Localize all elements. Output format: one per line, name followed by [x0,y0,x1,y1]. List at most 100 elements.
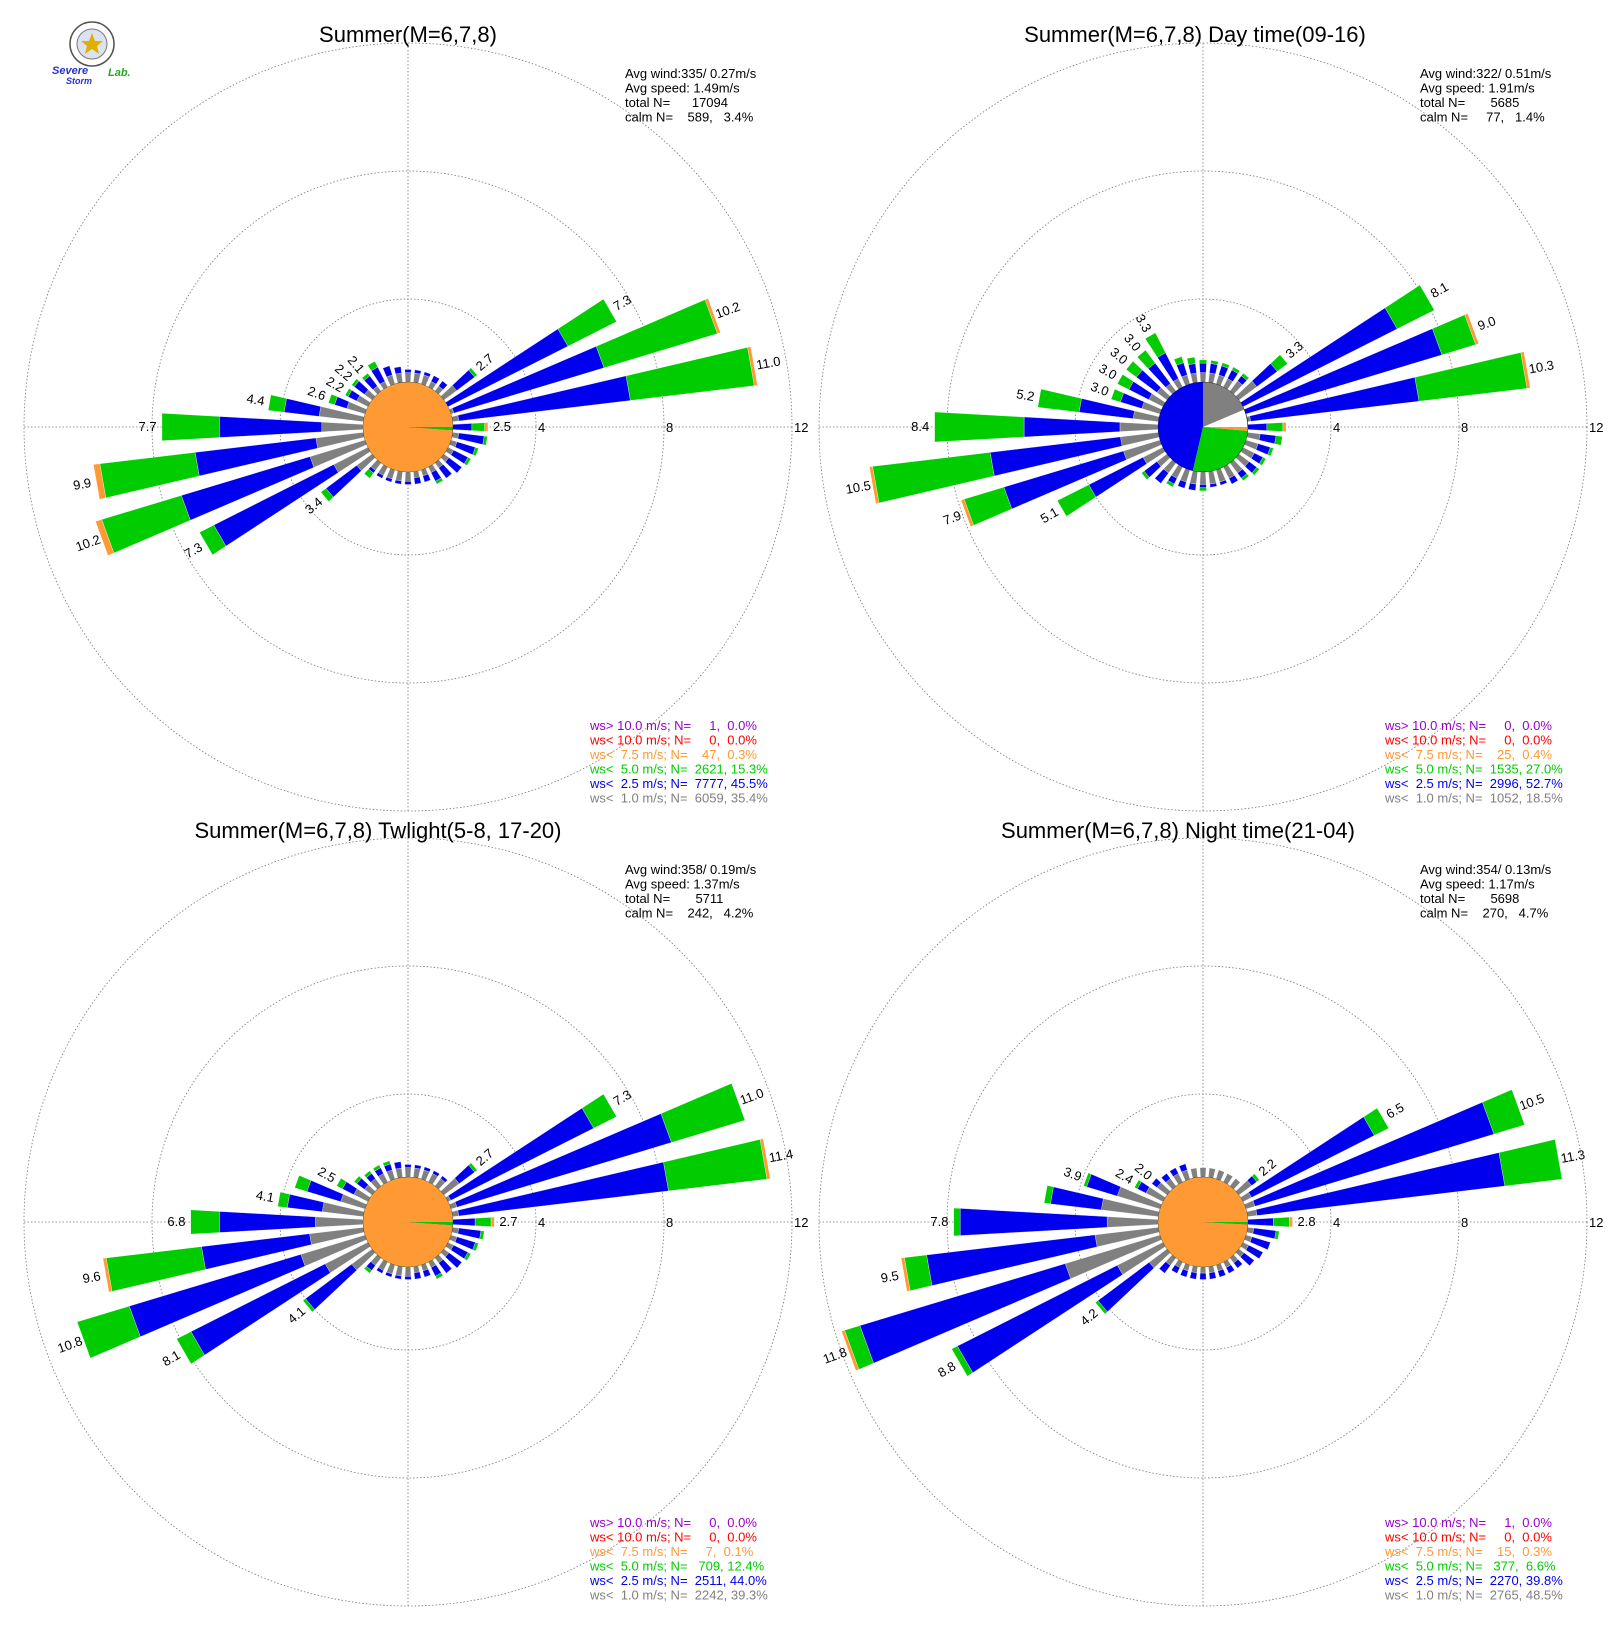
sector-segment-ws_lt25 [1225,1264,1235,1274]
legend-entry-ws_lt25: ws< 2.5 m/s; N= 7777, 45.5% [589,776,768,791]
sector-label: 2.7 [499,1214,517,1229]
sector-label: 2.7 [473,1146,496,1169]
sector-segment-ws_lt5 [953,1207,961,1237]
legend-entry-ws_lt25: ws< 2.5 m/s; N= 2270, 39.8% [1384,1573,1563,1588]
sector-segment-ws_lt5 [1141,470,1150,480]
sector-segment-ws_lt75 [960,498,974,527]
sector-segment-ws_lt25 [1219,479,1228,486]
legend-entry-ws_lt1: ws< 1.0 m/s; N= 6059, 35.4% [589,791,768,806]
sector-segment-ws_lt25 [445,1252,463,1269]
sector-segment-ws_lt5 [1251,467,1260,476]
sector-label: 11.0 [755,353,782,372]
legend-entry-ws_lt75: ws< 7.5 m/s; N= 25, 0.4% [1384,747,1552,762]
sector-segment-ws_lt5 [1165,480,1175,488]
ring-label: 8 [1461,420,1468,435]
sector-segment-ws_lt25 [1161,1173,1171,1183]
sector-label: 9.6 [81,1268,101,1286]
sector-segment-ws_lt5 [1057,484,1097,517]
sector-label: 2.0 [1132,1160,1155,1183]
panels: 4 8 122.511.010.27.32.72.12.22.22.64.47.79… [23,22,1603,1607]
center-pie-slice-ws_lt75 [1203,427,1248,431]
sector-segment-ws_lt25 [404,1164,412,1168]
sector-segment-ws_lt25 [1180,1268,1189,1278]
sector-label: 6.5 [1383,1100,1406,1122]
sector-segment-ws_lt5 [435,1272,444,1280]
sector-segment-ws_lt25 [1178,1163,1188,1173]
legend-entry-ws_lt75: ws< 7.5 m/s; N= 47, 0.3% [589,747,757,762]
sector-segment-ws_lt5 [336,1177,347,1190]
sector-label: 7.8 [930,1214,948,1229]
stats-calm: calm N= 270, 4.7% [1420,906,1549,921]
legend-entry-ws_lt5: ws< 5.0 m/s; N= 377, 6.6% [1384,1559,1556,1574]
sector-segment-ws_lt25 [1050,1186,1104,1211]
sector-segment-ws_lt25 [438,380,448,390]
ring-label: 8 [666,420,673,435]
ring-label: 4 [538,420,545,435]
sector-segment-ws_lt25 [219,416,322,438]
sector-segment-ws_lt5 [199,524,227,556]
sector-segment-ws_lt25 [283,398,321,417]
sector-label: 9.9 [72,475,92,493]
sector-segment-ws_lt25 [1252,1227,1277,1239]
sector-segment-ws_lt5 [294,1175,312,1192]
wind-rose-panel: 4 8 122.511.010.27.32.72.12.22.22.64.47.79… [23,22,808,812]
logo-text-severe: Severe [52,65,88,77]
ring-label: 12 [794,1215,808,1230]
sector-segment-ws_lt5 [363,1266,372,1274]
sector-segment-ws_lt25 [287,1194,325,1212]
sector-segment-ws_lt5 [1241,473,1250,482]
stats-avg-wind: Avg wind:358/ 0.19m/s [625,862,757,877]
stats-total: total N= 5711 [625,891,723,906]
legend-entry-ws_lt25: ws< 2.5 m/s; N= 2996, 52.7% [1384,776,1563,791]
sector-label: 10.8 [55,1333,84,1356]
sector-segment-ws_lt25 [1154,468,1169,484]
sector-segment-ws_lt75 [490,1217,495,1227]
sector-segment-ws_lt5 [951,1345,973,1377]
legend-entry-ws_gt10: ws> 10.0 m/s; N= 0, 0.0% [1384,718,1552,733]
sector-label: 6.8 [167,1214,185,1229]
sector-label: 10.5 [844,478,872,497]
sector-label: 4.1 [255,1187,275,1205]
sector-segment-ws_lt25 [449,1218,476,1226]
sector-segment-ws_lt25 [385,476,393,483]
sector-label: 7.7 [139,419,157,434]
sector-segment-ws_lt25 [1209,363,1218,375]
ring-label: 8 [666,1215,673,1230]
sector-segment-ws_lt5 [468,1162,478,1173]
sector-label: 3.4 [302,494,325,517]
sector-label: 10.2 [713,299,742,322]
legend-entry-ws_lt25: ws< 2.5 m/s; N= 2511, 44.0% [589,1573,767,1588]
sector-segment-ws_lt25 [1258,433,1277,444]
stats-avg-speed: Avg speed: 1.49m/s [625,81,740,96]
sector-segment-ws_lt5 [1251,1173,1260,1182]
grid-ring [946,170,1460,684]
sector-segment-ws_lt25 [393,366,402,375]
sector-label: 8.1 [1428,279,1451,301]
sector-segment-ws_lt25 [376,1267,384,1274]
sector-label: 4.4 [245,391,265,409]
sector-segment-ws_lt75 [102,1257,113,1293]
sector-segment-ws_lt5 [361,372,370,381]
stats-avg-wind: Avg wind:335/ 0.27m/s [625,66,757,81]
sector-segment-ws_lt5 [1384,284,1435,330]
sector-label: 2.5 [493,419,511,434]
sector-segment-ws_lt75 [484,422,489,432]
sector-segment-ws_lt25 [1158,1261,1171,1274]
sector-segment-ws_lt25 [1151,1177,1162,1188]
sector-segment-ws_lt5 [464,1252,472,1261]
stats-total: total N= 5685 [1420,95,1519,110]
sector-segment-ws_lt75 [1282,422,1287,432]
sector-segment-ws_lt5 [382,1160,391,1167]
sector-segment-ws_lt5 [1199,487,1207,492]
legend-entry-ws_gt10: ws> 10.0 m/s; N= 1, 0.0% [1384,1515,1552,1530]
ring-label: 4 [538,1215,545,1230]
sector-segment-ws_lt5 [596,299,718,368]
sector-segment-ws_lt5 [1231,366,1241,374]
sector-segment-ws_lt25 [1188,363,1197,375]
sector-segment-ws_lt25 [440,1175,448,1183]
sector-segment-ws_lt5 [663,1139,768,1192]
center-pie-slice-ws_lt75 [363,382,453,472]
sector-segment-ws_lt5 [1363,1107,1389,1136]
ring-label: 8 [1461,1215,1468,1230]
sector-segment-ws_lt5 [479,1230,485,1240]
